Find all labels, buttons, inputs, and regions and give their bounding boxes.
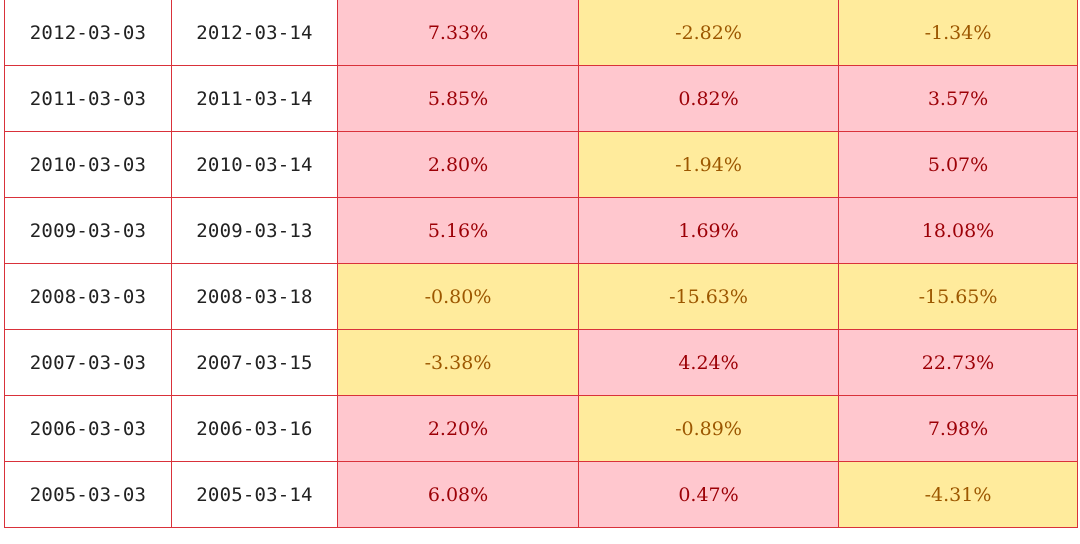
- return-cell-1: 6.08%: [337, 461, 579, 528]
- start-date-cell: 2011-03-03: [4, 65, 172, 132]
- table-row: 2005-03-03 2005-03-14 6.08% 0.47% -4.31%: [4, 461, 1078, 528]
- return-cell-1: 5.85%: [337, 65, 579, 132]
- return-cell-3: 22.73%: [838, 329, 1078, 396]
- end-date-cell: 2006-03-16: [171, 395, 338, 462]
- end-date-cell: 2008-03-18: [171, 263, 338, 330]
- returns-table: 2012-03-03 2012-03-14 7.33% -2.82% -1.34…: [4, 0, 1078, 528]
- table-row: 2007-03-03 2007-03-15 -3.38% 4.24% 22.73…: [4, 329, 1078, 396]
- return-cell-1: 2.80%: [337, 131, 579, 198]
- start-date-cell: 2006-03-03: [4, 395, 172, 462]
- table-row: 2012-03-03 2012-03-14 7.33% -2.82% -1.34…: [4, 0, 1078, 66]
- return-cell-1: -0.80%: [337, 263, 579, 330]
- return-cell-2: 0.82%: [578, 65, 839, 132]
- return-cell-2: 0.47%: [578, 461, 839, 528]
- return-cell-3: -4.31%: [838, 461, 1078, 528]
- return-cell-2: 4.24%: [578, 329, 839, 396]
- return-cell-3: 5.07%: [838, 131, 1078, 198]
- return-cell-2: 1.69%: [578, 197, 839, 264]
- start-date-cell: 2010-03-03: [4, 131, 172, 198]
- return-cell-2: -1.94%: [578, 131, 839, 198]
- start-date-cell: 2012-03-03: [4, 0, 172, 66]
- return-cell-2: -0.89%: [578, 395, 839, 462]
- table-row: 2006-03-03 2006-03-16 2.20% -0.89% 7.98%: [4, 395, 1078, 462]
- return-cell-1: 5.16%: [337, 197, 579, 264]
- table-row: 2008-03-03 2008-03-18 -0.80% -15.63% -15…: [4, 263, 1078, 330]
- return-cell-3: -15.65%: [838, 263, 1078, 330]
- end-date-cell: 2011-03-14: [171, 65, 338, 132]
- table-row: 2011-03-03 2011-03-14 5.85% 0.82% 3.57%: [4, 65, 1078, 132]
- return-cell-1: 7.33%: [337, 0, 579, 66]
- table-row: 2009-03-03 2009-03-13 5.16% 1.69% 18.08%: [4, 197, 1078, 264]
- start-date-cell: 2008-03-03: [4, 263, 172, 330]
- start-date-cell: 2007-03-03: [4, 329, 172, 396]
- end-date-cell: 2007-03-15: [171, 329, 338, 396]
- end-date-cell: 2009-03-13: [171, 197, 338, 264]
- end-date-cell: 2005-03-14: [171, 461, 338, 528]
- return-cell-1: -3.38%: [337, 329, 579, 396]
- table-row: 2010-03-03 2010-03-14 2.80% -1.94% 5.07%: [4, 131, 1078, 198]
- end-date-cell: 2012-03-14: [171, 0, 338, 66]
- start-date-cell: 2009-03-03: [4, 197, 172, 264]
- start-date-cell: 2005-03-03: [4, 461, 172, 528]
- return-cell-3: 18.08%: [838, 197, 1078, 264]
- return-cell-3: 3.57%: [838, 65, 1078, 132]
- return-cell-1: 2.20%: [337, 395, 579, 462]
- return-cell-3: -1.34%: [838, 0, 1078, 66]
- return-cell-2: -2.82%: [578, 0, 839, 66]
- return-cell-2: -15.63%: [578, 263, 839, 330]
- return-cell-3: 7.98%: [838, 395, 1078, 462]
- end-date-cell: 2010-03-14: [171, 131, 338, 198]
